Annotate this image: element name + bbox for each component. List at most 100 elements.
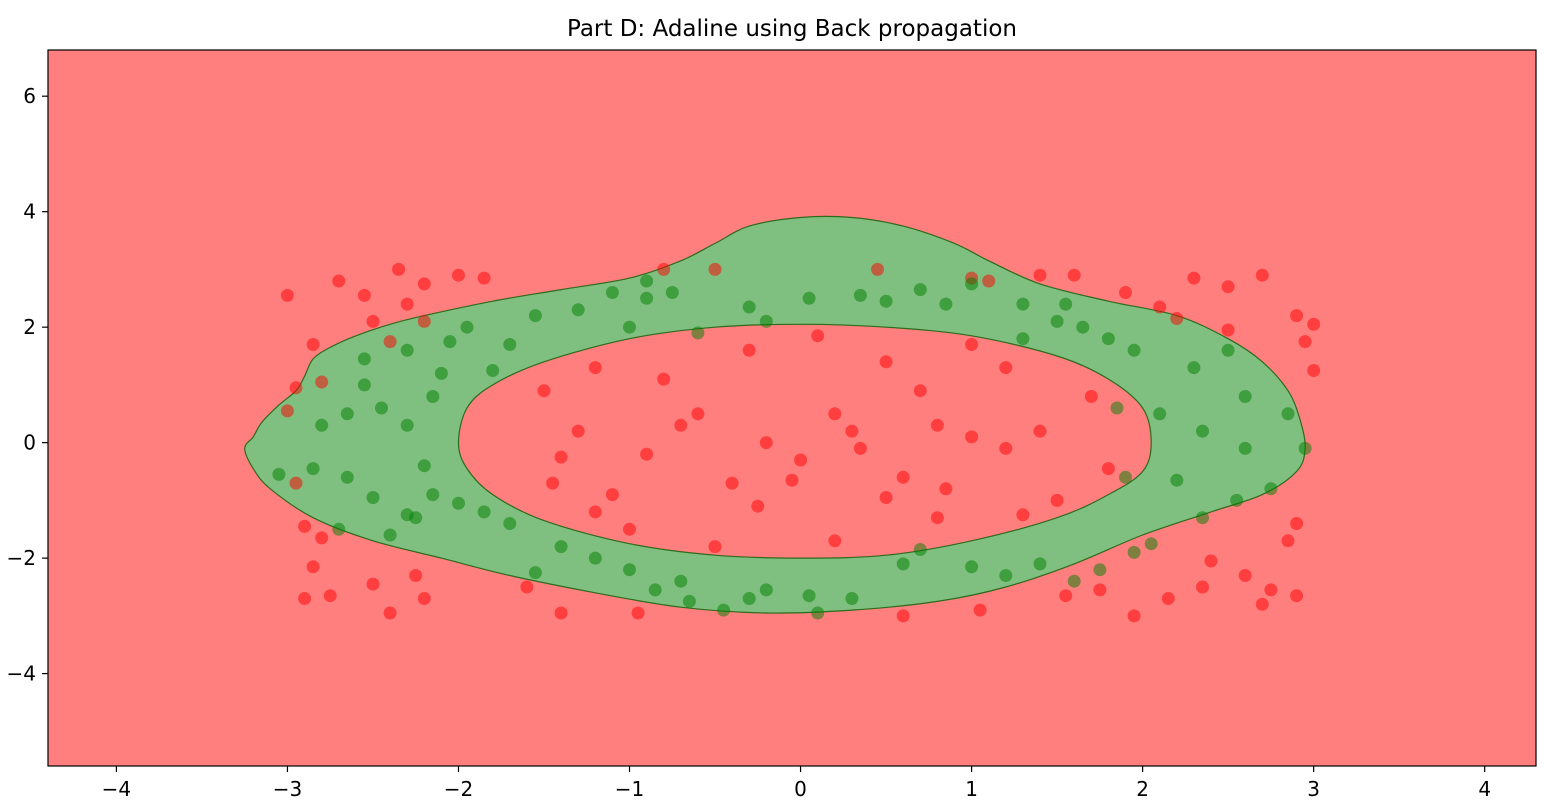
scatter-point-green — [965, 560, 979, 574]
scatter-point-green — [1298, 441, 1312, 455]
scatter-point-green — [357, 352, 371, 366]
scatter-point-red — [623, 522, 636, 536]
scatter-point-red — [332, 274, 346, 288]
scatter-point-green — [1127, 545, 1141, 559]
scatter-point-red — [999, 361, 1013, 375]
scatter-point-green — [1196, 511, 1209, 525]
scatter-point-green — [1221, 343, 1235, 357]
scatter-point-red — [674, 418, 688, 432]
scatter-point-red — [1255, 597, 1269, 611]
scatter-point-green — [717, 603, 731, 617]
scatter-point-red — [982, 274, 996, 288]
scatter-point-red — [708, 540, 722, 554]
scatter-point-red — [1290, 309, 1304, 323]
scatter-point-green — [340, 470, 354, 484]
scatter-point-red — [452, 268, 465, 282]
scatter-point-red — [1204, 554, 1218, 568]
scatter-point-green — [434, 366, 448, 380]
scatter-point-green — [272, 467, 286, 481]
scatter-point-red — [554, 450, 568, 464]
scatter-point-red — [879, 491, 893, 504]
scatter-point-red — [400, 297, 414, 311]
scatter-point-red — [725, 476, 739, 490]
scatter-point-red — [742, 343, 756, 357]
scatter-point-green — [1093, 563, 1107, 577]
scatter-point-green — [802, 291, 816, 305]
scatter-point-green — [503, 517, 517, 530]
scatter-point-red — [1307, 364, 1321, 377]
scatter-point-red — [366, 314, 380, 328]
scatter-point-green — [452, 496, 465, 510]
scatter-point-red — [1281, 534, 1295, 548]
scatter-point-red — [1170, 312, 1184, 325]
scatter-point-red — [289, 381, 303, 395]
scatter-point-red — [1127, 609, 1141, 623]
scatter-point-red — [1290, 517, 1304, 530]
scatter-point-red — [298, 519, 312, 533]
scatter-point-red — [1093, 583, 1107, 597]
x-tick-label: −1 — [615, 777, 644, 801]
chart-title: Part D: Adaline using Back propagation — [567, 16, 1017, 42]
scatter-point-red — [417, 277, 431, 291]
scatter-point-red — [417, 314, 431, 328]
scatter-point-red — [1238, 569, 1252, 582]
scatter-point-red — [939, 482, 953, 496]
scatter-point-green — [879, 294, 893, 308]
scatter-point-red — [930, 511, 944, 525]
x-axis: −4 −3 −2 −1 0 1 2 3 4 — [102, 766, 1491, 801]
scatter-point-green — [682, 594, 696, 608]
scatter-point-red — [546, 476, 560, 490]
scatter-point-green — [665, 286, 679, 299]
scatter-point-green — [426, 488, 440, 502]
scatter-point-red — [571, 424, 585, 438]
scatter-point-red — [759, 436, 773, 450]
scatter-point-green — [383, 528, 397, 542]
scatter-point-green — [426, 390, 440, 403]
x-tick-label: 1 — [965, 777, 978, 801]
y-tick-label: 0 — [23, 431, 36, 455]
scatter-point-red — [845, 424, 859, 438]
scatter-point-green — [477, 505, 491, 519]
y-tick-label: −4 — [7, 662, 36, 686]
scatter-point-green — [366, 491, 380, 504]
scatter-point-green — [1153, 407, 1167, 421]
scatter-point-red — [1067, 268, 1081, 282]
scatter-point-green — [1281, 407, 1295, 421]
scatter-point-green — [340, 407, 354, 421]
scatter-point-green — [853, 288, 867, 302]
scatter-point-green — [1238, 441, 1252, 455]
scatter-point-red — [691, 407, 705, 421]
scatter-point-green — [357, 378, 371, 392]
scatter-point-green — [999, 569, 1013, 582]
scatter-point-red — [811, 329, 825, 343]
scatter-point-green — [845, 592, 859, 605]
y-tick-label: −2 — [7, 546, 36, 570]
scatter-point-red — [1221, 280, 1235, 294]
scatter-point-green — [1101, 332, 1115, 346]
y-tick-label: 4 — [23, 200, 36, 224]
scatter-point-green — [571, 303, 585, 317]
scatter-point-green — [1170, 473, 1184, 487]
scatter-point-green — [674, 574, 688, 588]
scatter-point-green — [443, 335, 457, 349]
scatter-point-green — [1050, 314, 1064, 328]
scatter-point-red — [1059, 589, 1073, 603]
scatter-point-green — [375, 401, 388, 415]
scatter-point-red — [1255, 268, 1269, 282]
scatter-point-green — [460, 320, 474, 334]
scatter-point-red — [366, 577, 380, 591]
scatter-point-red — [785, 473, 799, 487]
x-tick-label: 2 — [1136, 777, 1149, 801]
x-tick-label: −3 — [273, 777, 302, 801]
x-tick-label: −4 — [102, 777, 131, 801]
scatter-point-red — [417, 592, 431, 605]
x-tick-label: 0 — [794, 777, 807, 801]
scatter-point-red — [315, 375, 329, 389]
scatter-point-red — [298, 592, 312, 605]
scatter-point-red — [965, 430, 979, 444]
y-tick-label: 2 — [23, 315, 36, 339]
scatter-point-green — [588, 551, 602, 565]
scatter-point-green — [315, 418, 329, 432]
scatter-point-red — [280, 404, 294, 418]
scatter-point-red — [913, 384, 927, 398]
